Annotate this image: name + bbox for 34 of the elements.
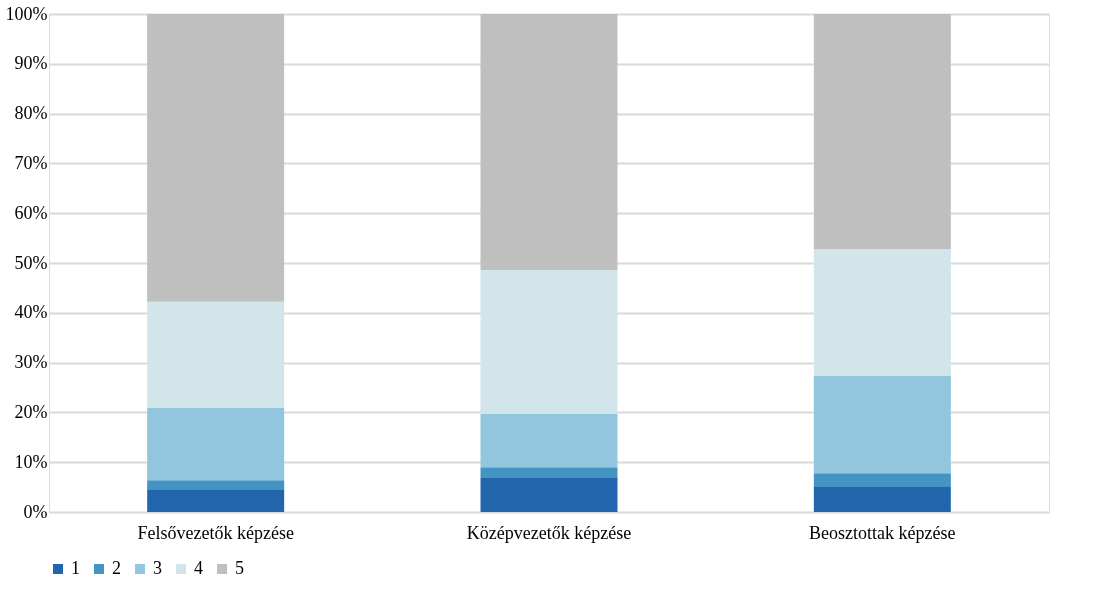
bar [813, 473, 951, 488]
legend-label: 5 [235, 558, 244, 578]
legend-label: 3 [153, 558, 162, 578]
y-tick-label: 70% [14, 152, 48, 173]
y-tick-label: 80% [14, 103, 48, 124]
bar [147, 490, 285, 512]
bar [480, 14, 618, 270]
bar [813, 376, 951, 474]
bar [813, 249, 951, 377]
legend-label: 4 [194, 558, 203, 578]
legend-label: 1 [71, 558, 80, 578]
bar [480, 269, 618, 414]
y-tick-label: 20% [14, 401, 48, 422]
legend-label: 2 [112, 558, 121, 578]
bar [480, 467, 618, 478]
y-tick-label: 40% [14, 302, 48, 323]
y-tick-label: 30% [14, 352, 48, 373]
x-tick-label: Felsővezetők képzése [137, 522, 294, 543]
bar [480, 413, 618, 468]
y-tick-label: 10% [14, 451, 48, 472]
y-tick-label: 50% [14, 252, 48, 273]
y-tick-label: 60% [14, 202, 48, 223]
bar [147, 14, 285, 302]
x-tick-label: Beosztottak képzése [809, 522, 956, 543]
bar [813, 14, 951, 250]
bar [147, 301, 285, 408]
y-tick-label: 0% [23, 501, 48, 522]
bar [147, 407, 285, 481]
bar [813, 487, 951, 512]
bar [480, 477, 618, 512]
x-tick-label: Középvezetők képzése [466, 522, 632, 543]
y-tick-label: 100% [5, 3, 48, 24]
bar [147, 480, 285, 491]
y-tick-label: 90% [14, 53, 48, 74]
